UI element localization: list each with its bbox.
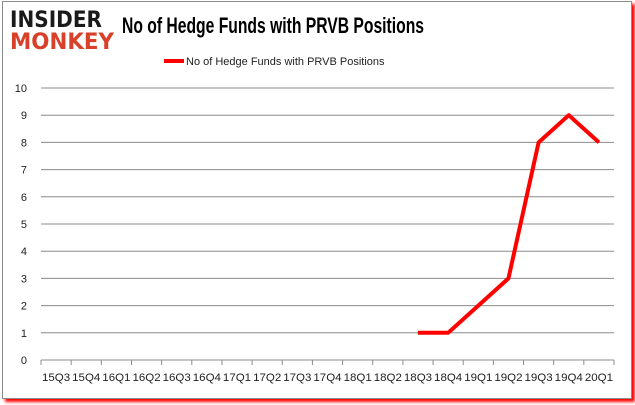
x-tick-label: 18Q2 [374, 372, 402, 384]
x-tick-label: 17Q1 [223, 372, 251, 384]
y-tick-label: 7 [21, 165, 27, 177]
chart-title: No of Hedge Funds with PRVB Positions [122, 13, 424, 38]
x-tick-label: 17Q2 [253, 372, 281, 384]
data-point [417, 332, 419, 334]
x-tick-label: 18Q3 [404, 372, 432, 384]
x-tick-label: 19Q4 [555, 372, 583, 384]
x-tick-label: 15Q3 [42, 372, 70, 384]
logo-line2: MONKEY [10, 30, 115, 55]
x-tick-label: 17Q4 [313, 372, 341, 384]
y-tick-label: 1 [21, 328, 27, 340]
data-point [507, 277, 509, 279]
data-point [447, 332, 449, 334]
legend: No of Hedge Funds with PRVB Positions [164, 56, 385, 68]
data-point [598, 141, 600, 143]
y-tick-label: 5 [21, 219, 27, 231]
x-tick-label: 18Q4 [434, 372, 462, 384]
y-tick-label: 4 [21, 246, 27, 258]
x-tick-label: 16Q4 [193, 372, 221, 384]
data-point [477, 305, 479, 307]
x-tick-label: 16Q1 [102, 372, 130, 384]
x-tick-label: 15Q4 [72, 372, 100, 384]
x-tick-label: 20Q1 [585, 372, 613, 384]
y-tick-label: 10 [15, 83, 27, 95]
x-tick-label: 19Q1 [464, 372, 492, 384]
x-tick-label: 19Q2 [494, 372, 522, 384]
x-tick-label: 19Q3 [525, 372, 553, 384]
y-tick-label: 0 [21, 355, 27, 367]
y-tick-label: 9 [21, 110, 27, 122]
x-tick-label: 16Q2 [132, 372, 160, 384]
y-tick-label: 6 [21, 192, 27, 204]
logo: INSIDER MONKEY [10, 8, 115, 55]
data-point [538, 141, 540, 143]
y-tick-label: 3 [21, 273, 27, 285]
data-point [568, 114, 570, 116]
x-tick-label: 18Q1 [344, 372, 372, 384]
y-tick-label: 2 [21, 301, 27, 313]
y-tick-label: 8 [21, 137, 27, 149]
logo-line1: INSIDER [10, 8, 102, 33]
legend-label: No of Hedge Funds with PRVB Positions [186, 56, 385, 68]
x-tick-label: 17Q3 [283, 372, 311, 384]
x-tick-label: 16Q3 [163, 372, 191, 384]
